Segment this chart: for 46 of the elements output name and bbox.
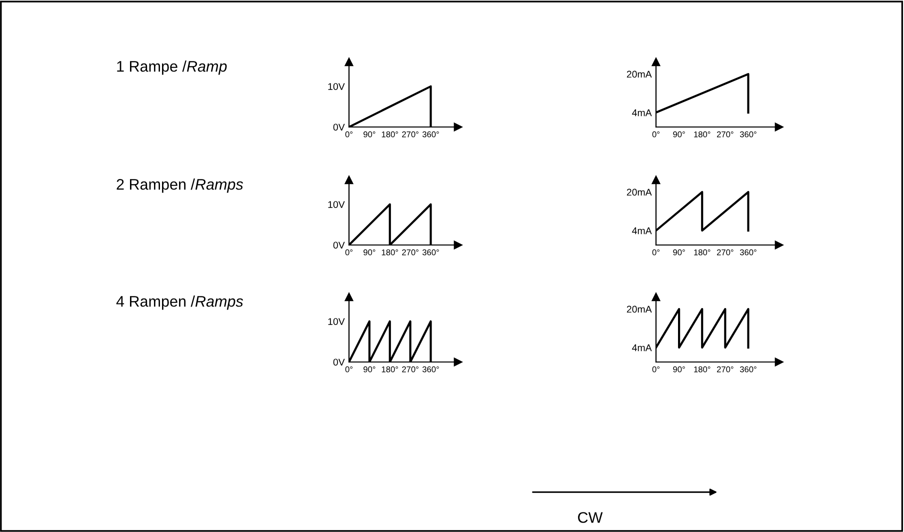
x-tick-label: 180° <box>382 131 398 138</box>
y-tick-label: 20mA <box>626 188 652 196</box>
x-tick-label: 180° <box>382 366 398 372</box>
y-tick-label: 10V <box>328 318 345 325</box>
x-tick-label: 90° <box>364 131 376 138</box>
x-tick-label: 360° <box>422 249 439 256</box>
x-tick-label: 90° <box>673 249 685 256</box>
y-tick-label: 20mA <box>626 70 652 78</box>
y-tick-label: 4mA <box>632 227 652 234</box>
x-tick-label: 90° <box>364 249 376 256</box>
x-tick-label: 0° <box>652 131 660 138</box>
y-tick-label: 0V <box>333 124 345 131</box>
x-tick-label: 0° <box>652 249 660 256</box>
x-tick-label: 360° <box>740 249 756 256</box>
y-tick-label: 10V <box>328 83 345 90</box>
y-tick-label: 10V <box>328 201 345 208</box>
x-tick-label: 0° <box>345 249 352 256</box>
text: 2 Rampen /Ramps <box>116 178 244 193</box>
x-tick-label: 270° <box>716 131 734 138</box>
y-tick-label: 0V <box>333 242 345 249</box>
x-tick-label: 180° <box>694 131 710 138</box>
x-tick-label: 0° <box>345 131 352 138</box>
y-tick-label: 20mA <box>626 306 652 313</box>
x-tick-label: 0° <box>652 366 660 372</box>
y-tick-label: 4mA <box>632 344 652 352</box>
y-tick-label: 4mA <box>632 109 652 116</box>
x-tick-label: 180° <box>382 249 398 256</box>
text: 4 Rampen /Ramps <box>116 296 244 310</box>
x-tick-label: 360° <box>422 366 439 372</box>
x-tick-label: 360° <box>740 366 756 372</box>
x-tick-label: 180° <box>694 249 710 256</box>
x-tick-label: 360° <box>422 131 439 138</box>
text: CW <box>578 512 603 523</box>
x-tick-label: 90° <box>364 366 376 372</box>
x-tick-label: 270° <box>402 249 418 256</box>
x-tick-label: 270° <box>716 366 734 372</box>
text: 1 Rampe /Ramp <box>117 60 227 75</box>
x-tick-label: 270° <box>716 249 734 256</box>
x-tick-label: 0° <box>345 366 352 372</box>
x-tick-label: 90° <box>673 366 685 372</box>
x-tick-label: 90° <box>673 131 685 138</box>
x-tick-label: 270° <box>402 366 418 372</box>
y-tick-label: 0V <box>333 358 345 366</box>
x-tick-label: 270° <box>402 131 418 138</box>
x-tick-label: 180° <box>694 366 710 372</box>
x-tick-label: 360° <box>740 131 756 138</box>
